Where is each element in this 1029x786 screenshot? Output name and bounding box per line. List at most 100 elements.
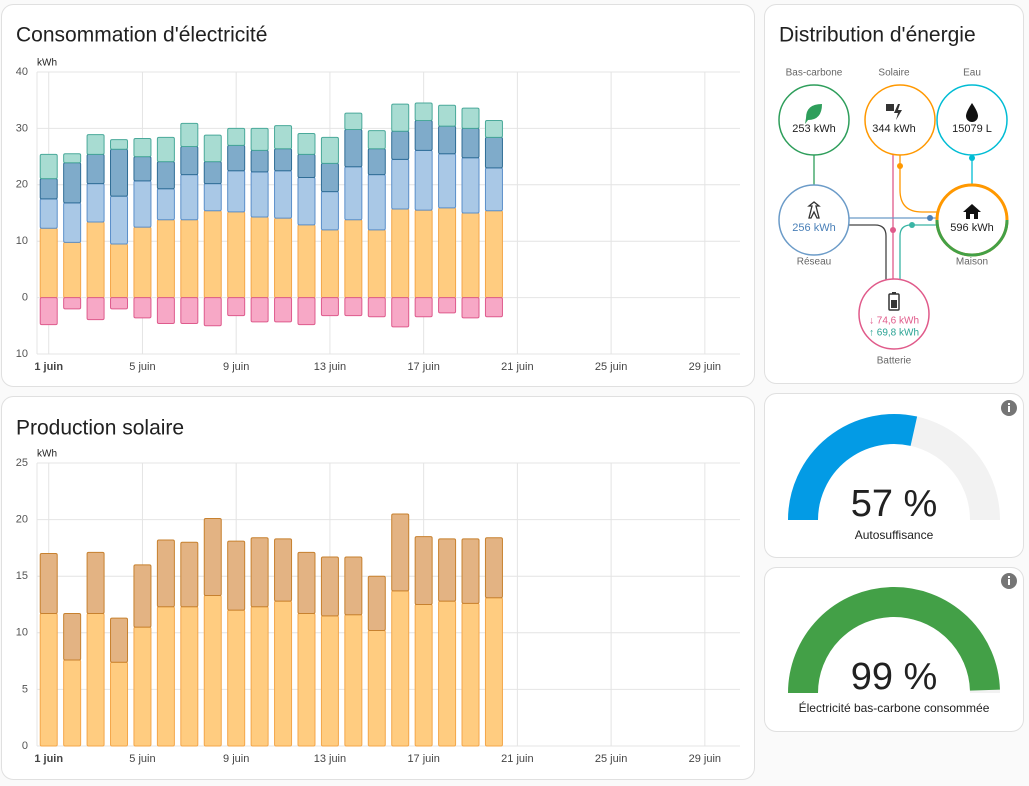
bar-segment [63, 659, 82, 747]
bar-segment [367, 575, 386, 632]
bar-segment [86, 134, 105, 155]
y-tick-label: 0 [22, 740, 28, 752]
bar-segment [203, 594, 222, 747]
x-tick-label: 25 juin [595, 753, 627, 765]
bar-segment [274, 217, 293, 299]
icon-grid [807, 201, 821, 219]
bar-segment [274, 600, 293, 747]
node-label: Maison [956, 257, 988, 268]
x-tick-label: 21 juin [501, 361, 533, 373]
x-tick-label: 1 juin [34, 361, 63, 373]
node-value: ↑ 69,8 kWh [869, 328, 919, 339]
bar-segment [461, 602, 480, 747]
bar-segment [320, 162, 339, 193]
bar-segment [484, 210, 503, 299]
bar-segment [110, 297, 129, 310]
bar-segment [344, 297, 363, 317]
bar-segment [133, 297, 152, 319]
bar-segment [110, 243, 129, 299]
bar-segment [414, 120, 433, 151]
bar-segment [297, 153, 316, 178]
bar-segment [438, 104, 457, 127]
bar-segment [297, 551, 316, 615]
bar-segment [39, 297, 58, 326]
bar-segment [391, 590, 410, 747]
gauge-bar [788, 414, 918, 521]
bar-segment [484, 167, 503, 212]
icon-home [963, 204, 981, 219]
bar-segment [320, 556, 339, 617]
bar-segment [274, 297, 293, 323]
bar-segment [297, 297, 316, 326]
bar-segment [39, 198, 58, 229]
bar-segment [86, 297, 105, 321]
bar-segment [461, 157, 480, 214]
y-tick-label: 15 [16, 570, 28, 582]
bar-segment [63, 162, 82, 204]
bar-segment [133, 138, 152, 158]
bar-segment [438, 153, 457, 209]
bar-segment [250, 171, 269, 218]
bar-segment [203, 183, 222, 212]
bar-segment [180, 122, 199, 147]
bar-segment [274, 538, 293, 602]
bar-segment [180, 174, 199, 221]
bar-segment [110, 148, 129, 197]
bar-segment [344, 166, 363, 221]
x-tick-label: 13 juin [314, 361, 346, 373]
bar-segment [320, 615, 339, 747]
bar-segment [180, 297, 199, 325]
bar-segment [414, 536, 433, 606]
info-icon[interactable] [1001, 573, 1017, 589]
bar-segment [274, 170, 293, 219]
flows [813, 155, 975, 280]
node-label: Eau [963, 68, 981, 79]
bar-segment [461, 127, 480, 159]
bar-segment [227, 609, 246, 747]
bar-segment [414, 209, 433, 299]
x-tick-label: 29 juin [689, 753, 721, 765]
bar-segment [391, 103, 410, 132]
bar-segment [86, 613, 105, 747]
bar-segment [344, 219, 363, 299]
bar-segment [367, 229, 386, 299]
y-tick-label: 25 [16, 457, 28, 469]
bar-segment [250, 606, 269, 747]
chart-title: Production solaire [16, 417, 184, 440]
node-value: 256 kWh [792, 222, 835, 234]
bar-segment [484, 537, 503, 599]
y-tick-label: 5 [22, 683, 28, 695]
bar-segment [227, 144, 246, 172]
bar-segment [227, 211, 246, 299]
card [764, 567, 1024, 732]
bar-segment [297, 132, 316, 155]
bar-segment [203, 297, 222, 327]
bar-segment [250, 297, 269, 323]
bar-segment [391, 208, 410, 299]
bar-segment [414, 149, 433, 211]
bar-segment [227, 170, 246, 213]
bar-segment [461, 212, 480, 299]
bar-segment [250, 537, 269, 608]
bar-segment [367, 148, 386, 176]
bar-segment [414, 102, 433, 122]
bar-segment [461, 107, 480, 129]
bar-segment [180, 145, 199, 176]
info-icon[interactable] [1001, 400, 1017, 416]
bar-segment [39, 553, 58, 615]
bar-segment [203, 134, 222, 163]
bar-segment [484, 120, 503, 138]
bar-segment [63, 153, 82, 164]
node-ring [935, 219, 1009, 257]
bar-segment [110, 195, 129, 245]
y-tick-label: 40 [16, 66, 28, 78]
bar-segment [250, 149, 269, 173]
bar-segment [39, 153, 58, 180]
bar-segment [438, 600, 457, 747]
x-tick-label: 5 juin [129, 753, 155, 765]
icon-solar [886, 104, 902, 120]
chart-title: Consommation d'électricité [16, 24, 267, 47]
bar-segment [156, 539, 175, 608]
gauge-value: 99 % [851, 656, 938, 698]
